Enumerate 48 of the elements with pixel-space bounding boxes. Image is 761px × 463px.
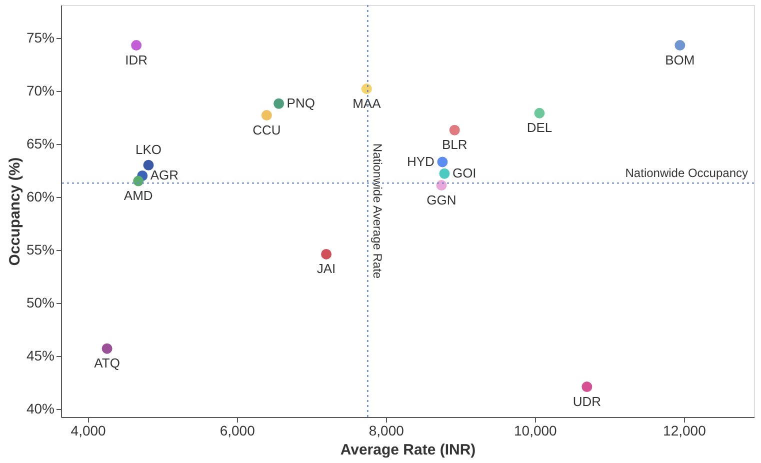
series-label: ATQ: [94, 356, 120, 371]
series-label: DEL: [526, 120, 552, 136]
point: [437, 156, 448, 168]
series-label: BLR: [442, 137, 468, 152]
point: [102, 343, 112, 354]
point: [439, 168, 450, 179]
y-axis-title: Occupancy (%): [6, 157, 24, 266]
point: [321, 248, 332, 260]
series-label: PNQ: [286, 96, 315, 111]
x-tick-label: 4,000: [70, 422, 106, 438]
point: [131, 40, 142, 51]
point: [261, 110, 272, 121]
series-label: CCU: [252, 122, 281, 138]
x-tick-label: 12,000: [663, 422, 706, 438]
x-tick-label: 10,000: [514, 422, 558, 438]
point: [582, 382, 592, 392]
series-label: LKO: [135, 142, 162, 158]
series-label: HYD: [406, 154, 434, 169]
y-tick-label: 55%: [26, 241, 54, 258]
series-label: BOM: [665, 52, 695, 68]
point: [143, 160, 154, 170]
point: [361, 84, 372, 94]
series-label: GGN: [426, 192, 456, 208]
series-label: UDR: [572, 394, 602, 409]
series-label: JAI: [316, 261, 336, 276]
y-tick-label: 60%: [26, 188, 54, 204]
y-tick-label: 70%: [26, 82, 54, 98]
y-tick-label: 40%: [26, 400, 54, 417]
y-tick-label: 45%: [26, 348, 54, 364]
series-label: IDR: [125, 52, 148, 68]
point: [449, 124, 460, 136]
series-label: AGR: [150, 168, 179, 183]
point: [274, 98, 284, 109]
y-tick-label: 65%: [26, 135, 54, 152]
series-label: AMD: [124, 188, 153, 204]
point: [133, 176, 144, 186]
series-label: GOI: [452, 166, 476, 181]
ref-line-label: Nationwide Occupancy: [625, 166, 748, 180]
y-tick-label: 50%: [26, 294, 54, 310]
y-tick-label: 75%: [26, 29, 54, 46]
point: [534, 108, 545, 118]
ref-line-label: Nationwide Average Rate: [370, 143, 385, 279]
x-tick-label: 8,000: [368, 422, 404, 438]
point: [674, 40, 686, 51]
series-label: MAA: [352, 96, 382, 111]
point: [436, 180, 447, 191]
x-axis-title: Average Rate (INR): [340, 442, 476, 458]
x-tick-label: 6,000: [220, 422, 256, 438]
